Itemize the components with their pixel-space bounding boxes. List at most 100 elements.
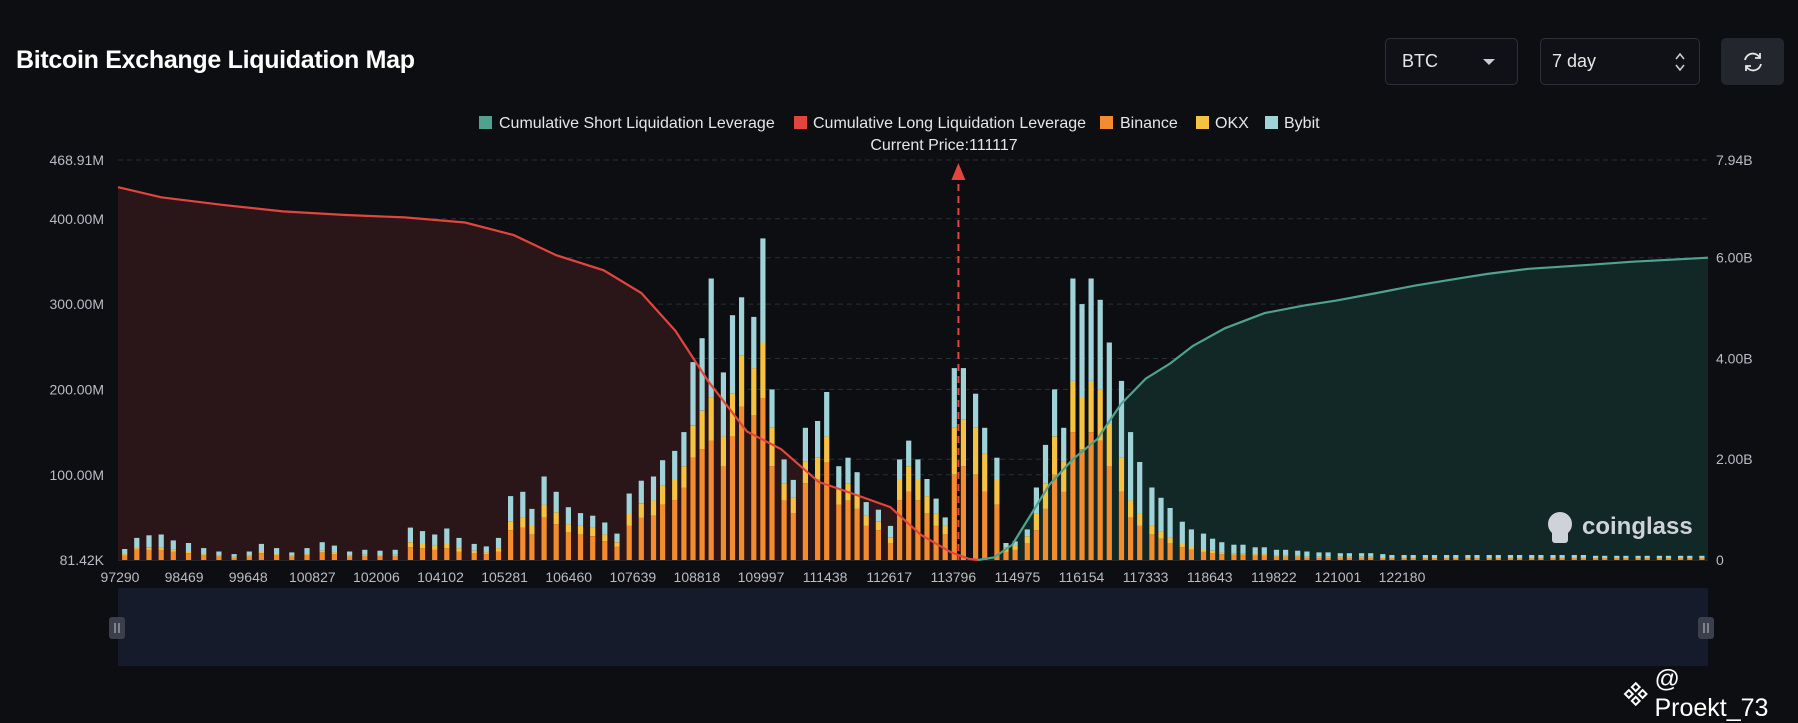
- bar-bybit: [751, 317, 756, 368]
- bar-bybit: [1079, 304, 1084, 398]
- bar-binance: [1517, 558, 1522, 560]
- bar-bybit: [232, 554, 237, 557]
- bar-binance: [791, 513, 796, 560]
- bar-bybit: [456, 538, 461, 548]
- range-slider-right-handle[interactable]: [1698, 617, 1714, 639]
- bar-bybit: [1517, 555, 1522, 558]
- binance-square-icon: [1623, 681, 1649, 707]
- bar-bybit: [1338, 553, 1343, 556]
- bar-bybit: [146, 535, 151, 547]
- bar-binance: [566, 533, 571, 560]
- bar-binance: [1098, 441, 1103, 560]
- bar-okx: [566, 524, 571, 533]
- bar-binance: [122, 556, 127, 560]
- bar-okx: [1623, 558, 1628, 559]
- bar-binance: [377, 556, 382, 560]
- bar-bybit: [906, 441, 911, 467]
- bar-bybit: [289, 552, 294, 555]
- bar-okx: [1432, 558, 1437, 559]
- bar-bybit: [602, 523, 607, 535]
- bar-okx: [420, 543, 425, 548]
- bar-binance: [602, 541, 607, 560]
- bar-binance: [782, 500, 787, 560]
- bar-bybit: [1061, 428, 1066, 462]
- bar-bybit: [529, 509, 534, 526]
- bar-binance: [627, 526, 632, 560]
- bar-bybit: [1496, 555, 1501, 558]
- bar-bybit: [362, 550, 367, 555]
- legend-swatch-okx: [1196, 116, 1209, 129]
- bar-bybit: [1043, 445, 1048, 483]
- bar-bybit: [1304, 552, 1309, 557]
- legend-swatch-long: [794, 116, 807, 129]
- bar-binance: [1128, 517, 1133, 560]
- bar-binance: [1402, 558, 1407, 560]
- bar-okx: [924, 496, 929, 513]
- bar-binance: [1158, 539, 1163, 560]
- bar-bybit: [1128, 432, 1133, 500]
- bar-okx: [1210, 551, 1215, 554]
- bar-binance: [186, 553, 191, 560]
- x-tick-label: 99648: [229, 569, 268, 585]
- range-slider-track[interactable]: [118, 588, 1708, 666]
- bar-binance: [590, 536, 595, 560]
- y-left-tick-label: 468.91M: [50, 152, 104, 168]
- bar-okx: [1119, 458, 1124, 492]
- bar-okx: [1304, 557, 1309, 558]
- bar-okx: [1593, 558, 1598, 559]
- bar-bybit: [1614, 556, 1619, 558]
- bar-okx: [1262, 554, 1267, 556]
- bar-okx: [1168, 538, 1173, 543]
- bar-binance: [1201, 552, 1206, 561]
- bar-okx: [247, 556, 252, 557]
- bar-bybit: [1389, 555, 1394, 558]
- x-tick-label: 106460: [545, 569, 592, 585]
- bar-okx: [554, 512, 559, 524]
- bar-binance: [803, 483, 808, 560]
- bar-bybit: [1581, 555, 1586, 558]
- bar-bybit: [690, 362, 695, 425]
- bar-binance: [651, 516, 656, 560]
- bar-bybit: [578, 513, 583, 526]
- bar-bybit: [1180, 522, 1185, 543]
- bar-bybit: [836, 466, 841, 489]
- bar-binance: [1538, 558, 1543, 560]
- y-left-tick-label: 400.00M: [50, 211, 104, 227]
- bar-okx: [982, 453, 987, 491]
- bar-binance: [472, 553, 477, 560]
- bar-bybit: [1508, 555, 1513, 558]
- bar-binance: [1423, 558, 1428, 560]
- bar-bybit: [1687, 556, 1692, 558]
- bar-okx: [1253, 554, 1258, 556]
- bar-okx: [1359, 557, 1364, 558]
- bar-bybit: [934, 499, 939, 513]
- bar-bybit: [824, 392, 829, 436]
- bar-okx: [146, 547, 151, 550]
- bar-okx: [994, 479, 999, 505]
- bar-bybit: [815, 421, 820, 458]
- bar-bybit: [994, 458, 999, 479]
- bar-binance: [232, 558, 237, 561]
- bar-bybit: [943, 517, 948, 526]
- bar-okx: [1636, 558, 1641, 559]
- bar-okx: [1034, 513, 1039, 530]
- bar-binance: [1262, 556, 1267, 560]
- bar-binance: [1316, 558, 1321, 561]
- bar-okx: [520, 517, 525, 527]
- bar-okx: [651, 500, 656, 515]
- bar-bybit: [952, 368, 957, 428]
- range-slider-left-handle[interactable]: [109, 617, 125, 639]
- bar-bybit: [1602, 556, 1607, 558]
- bar-okx: [1316, 557, 1321, 558]
- bar-binance: [1180, 547, 1185, 560]
- bar-bybit: [782, 459, 787, 483]
- x-tick-label: 108818: [674, 569, 721, 585]
- bar-bybit: [472, 544, 477, 551]
- bar-bybit: [803, 428, 808, 462]
- bar-okx: [408, 542, 413, 547]
- bar-okx: [627, 514, 632, 526]
- x-tick-label: 119822: [1251, 569, 1297, 585]
- bar-bybit: [1326, 552, 1331, 556]
- bar-binance: [855, 509, 860, 560]
- bar-okx: [1496, 558, 1501, 559]
